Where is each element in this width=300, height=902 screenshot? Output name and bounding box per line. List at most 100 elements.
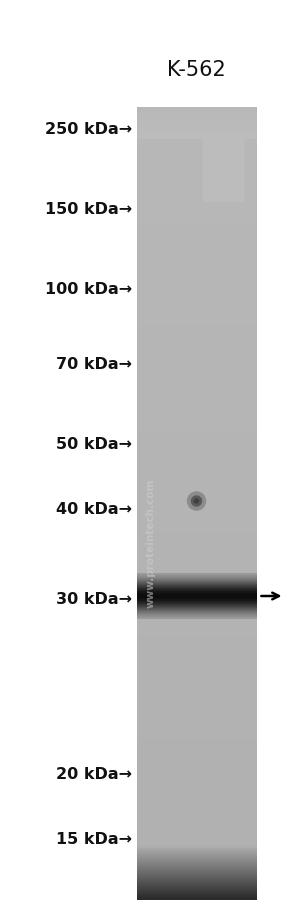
Bar xyxy=(136,266,256,269)
Bar xyxy=(136,446,256,448)
Bar xyxy=(136,559,256,561)
Bar xyxy=(136,752,256,755)
Bar xyxy=(136,820,256,823)
Bar xyxy=(136,410,256,413)
Bar xyxy=(136,765,256,767)
Bar xyxy=(136,634,256,637)
Bar xyxy=(136,858,256,860)
Bar xyxy=(136,553,256,556)
Bar xyxy=(136,110,256,113)
Bar xyxy=(136,460,256,463)
Bar xyxy=(136,165,256,168)
Bar xyxy=(136,157,256,160)
Bar xyxy=(136,644,256,647)
Bar xyxy=(136,750,256,753)
Bar xyxy=(136,417,256,419)
Text: 100 kDa→: 100 kDa→ xyxy=(45,282,133,297)
Bar xyxy=(136,125,256,128)
Bar xyxy=(136,231,256,233)
Bar xyxy=(136,586,256,589)
Bar xyxy=(136,205,256,207)
Bar xyxy=(136,472,256,474)
Bar xyxy=(136,755,256,757)
Bar xyxy=(136,306,256,308)
Bar xyxy=(136,201,256,203)
Bar xyxy=(136,787,256,788)
Bar xyxy=(136,163,256,166)
Bar xyxy=(136,379,256,382)
Bar xyxy=(136,430,256,433)
Bar xyxy=(136,557,256,559)
Bar xyxy=(136,344,256,345)
Bar xyxy=(136,397,256,399)
Bar xyxy=(136,581,256,583)
Bar xyxy=(136,667,256,670)
Bar xyxy=(136,112,256,115)
Bar xyxy=(136,319,256,322)
Bar xyxy=(136,879,256,881)
Bar xyxy=(136,115,256,118)
Bar xyxy=(136,371,256,373)
Bar xyxy=(136,485,256,488)
Bar xyxy=(136,717,256,720)
Text: 20 kDa→: 20 kDa→ xyxy=(56,767,133,782)
Bar xyxy=(136,571,256,573)
Bar xyxy=(136,505,256,508)
Bar xyxy=(136,308,256,310)
Bar xyxy=(136,694,256,695)
Bar xyxy=(136,118,256,120)
Bar xyxy=(136,309,256,312)
Bar xyxy=(136,437,256,438)
Bar xyxy=(136,133,256,136)
Bar xyxy=(136,547,256,549)
Bar xyxy=(136,493,256,496)
Bar xyxy=(136,122,256,124)
Bar xyxy=(136,339,256,342)
Bar xyxy=(136,873,256,876)
Bar xyxy=(136,628,256,630)
Bar xyxy=(136,208,256,211)
Bar xyxy=(136,618,256,621)
Text: 30 kDa→: 30 kDa→ xyxy=(56,592,133,607)
Bar xyxy=(136,578,256,581)
Bar xyxy=(136,523,256,526)
Bar xyxy=(136,658,256,660)
Bar xyxy=(136,264,256,267)
Bar xyxy=(136,772,256,775)
Bar xyxy=(136,551,256,554)
Bar xyxy=(136,284,256,286)
Bar xyxy=(136,153,256,156)
Bar xyxy=(136,511,256,514)
Bar xyxy=(136,601,256,603)
Bar xyxy=(136,868,256,870)
Bar xyxy=(136,555,256,557)
Text: 70 kDa→: 70 kDa→ xyxy=(56,357,133,373)
Bar xyxy=(136,777,256,778)
Circle shape xyxy=(194,500,199,503)
Bar xyxy=(136,274,256,277)
Bar xyxy=(136,863,256,866)
Bar xyxy=(136,500,256,502)
Bar xyxy=(136,175,256,178)
Bar xyxy=(136,492,256,494)
Bar xyxy=(136,327,256,330)
Bar xyxy=(136,442,256,445)
Bar xyxy=(136,785,256,787)
Bar xyxy=(136,147,256,150)
Bar xyxy=(136,510,256,511)
Bar xyxy=(136,515,256,518)
Bar xyxy=(136,790,256,793)
Bar xyxy=(136,373,256,375)
Bar xyxy=(136,347,256,350)
Bar xyxy=(136,272,256,274)
Bar xyxy=(136,824,256,826)
Bar xyxy=(136,525,256,528)
Bar xyxy=(136,826,256,828)
Bar xyxy=(136,648,256,650)
Bar xyxy=(136,541,256,544)
Bar xyxy=(136,808,256,811)
Bar xyxy=(136,632,256,634)
Bar xyxy=(136,732,256,735)
Text: 150 kDa→: 150 kDa→ xyxy=(45,202,133,217)
Bar xyxy=(136,517,256,520)
